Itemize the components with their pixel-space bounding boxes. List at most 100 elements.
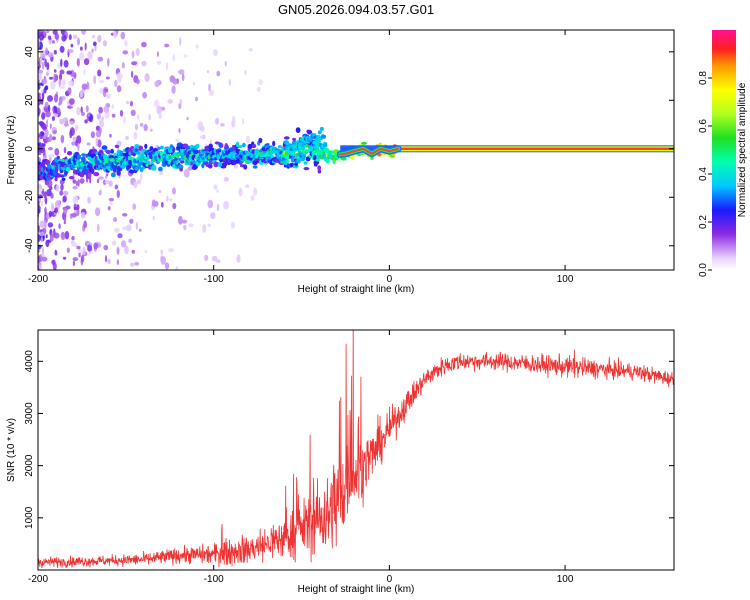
spectrogram-noise-cell: [123, 116, 126, 124]
spectrogram-noise-cell: [179, 37, 182, 46]
spectrogram-noise-cell: [161, 201, 164, 208]
spectrogram-xtick-label: 0: [387, 274, 393, 285]
spectrogram-noise-cell: [120, 31, 126, 40]
spectrogram-noise-cell: [63, 60, 69, 68]
spectrogram-noise-cell: [72, 260, 75, 267]
spectrogram-ridge-cell: [172, 147, 176, 153]
spectrogram-noise-cell: [178, 69, 185, 75]
spectrogram-noise-cell: [71, 141, 76, 146]
spectrogram-ridge-cell: [67, 151, 73, 156]
spectrogram-noise-cell: [97, 34, 102, 43]
spectrogram-noise-cell: [58, 96, 63, 105]
spectrogram-noise-cell: [153, 99, 160, 108]
spectrogram-noise-cell: [41, 191, 44, 194]
spectrogram-ridge-cell: [151, 164, 157, 171]
spectrogram-noise-cell: [238, 187, 243, 197]
spectrogram-noise-cell: [126, 224, 132, 232]
spectrogram-noise-cell: [167, 99, 173, 104]
spectrogram-noise-cell: [172, 54, 176, 62]
spectrogram-noise-cell: [48, 39, 52, 45]
spectrogram-ridge-cell: [313, 154, 317, 161]
spectrogram-noise-cell: [70, 43, 74, 48]
spectrogram-noise-cell: [210, 212, 216, 220]
spectrogram-noise-cell: [216, 70, 221, 77]
spectrogram-ridge-cell: [243, 164, 248, 170]
spectrogram-ridge-cell: [340, 156, 347, 161]
spectrogram-noise-cell: [144, 73, 150, 82]
spectrogram-noise-cell: [116, 85, 122, 93]
spectrogram-noise-cell: [188, 223, 194, 228]
spectrogram-noise-cell: [103, 244, 109, 251]
spectrogram-noise-cell: [39, 57, 42, 66]
spectrogram-ridge-cell: [207, 163, 213, 169]
spectrogram-ridge-cell: [179, 167, 183, 172]
snr-ytick-label: 2000: [24, 454, 35, 477]
spectrogram-noise-cell: [41, 256, 48, 262]
spectrogram-ridge-cell: [272, 140, 276, 147]
spectrogram-noise-cell: [71, 212, 77, 218]
spectrogram-noise-cell: [211, 255, 218, 262]
spectrogram-noise-cell: [44, 129, 49, 137]
spectrogram-noise-cell: [208, 83, 211, 92]
spectrogram-noise-cell: [98, 127, 102, 134]
spectrogram-noise-cell: [114, 184, 119, 190]
spectrogram-noise-cell: [72, 136, 77, 142]
spectrogram-ridge-cell: [295, 127, 301, 133]
spectrogram-noise-cell: [195, 44, 199, 49]
spectrogram-noise-cell: [41, 61, 45, 70]
spectrogram-noise-cell: [156, 51, 159, 57]
spectrogram-noise-cell: [97, 139, 102, 148]
spectrogram-noise-cell: [97, 176, 104, 180]
spectrogram-noise-cell: [242, 118, 245, 125]
spectrogram-ridge-cell: [266, 143, 270, 147]
spectrogram-noise-cell: [143, 124, 148, 132]
spectrogram-ridge-cell: [134, 144, 140, 149]
spectrogram-noise-cell: [230, 221, 235, 229]
spectrogram-cells: [38, 30, 674, 270]
spectrogram-ridge-cell: [110, 148, 114, 154]
spectrogram-noise-cell: [38, 82, 43, 86]
spectrogram-noise-cell: [81, 30, 87, 35]
spectrogram-ridge-cell: [238, 144, 243, 149]
spectrogram-noise-cell: [81, 83, 88, 90]
colorbar-label: Normalized spectral amplitude: [737, 82, 748, 217]
spectrogram-ridge-cell: [116, 166, 123, 172]
spectrogram-noise-cell: [73, 206, 78, 211]
spectrogram-noise-cell: [54, 251, 58, 256]
spectrogram-noise-cell: [175, 265, 179, 270]
spectrogram-noise-cell: [98, 79, 105, 84]
snr-xtick-label: 0: [387, 574, 393, 585]
spectrogram-noise-cell: [41, 78, 48, 85]
spectrogram-noise-cell: [183, 169, 190, 178]
spectrogram-noise-cell: [49, 76, 54, 80]
snr-series: [38, 330, 674, 569]
spectrogram-ridge-cell: [306, 129, 313, 135]
spectrogram-noise-cell: [92, 41, 97, 47]
spectrogram-noise-cell: [82, 246, 86, 256]
spectrogram-ridge-cell: [76, 154, 82, 160]
spectrogram-noise-cell: [216, 189, 219, 193]
spectrogram-ridge-cell: [65, 166, 71, 172]
spectrogram-noise-cell: [231, 115, 236, 124]
spectrogram-ytick-label: 20: [24, 94, 35, 106]
spectrogram-noise-cell: [103, 105, 110, 113]
spectrogram-ridge-cell: [114, 144, 120, 149]
spectrogram-flare-cell: [299, 145, 304, 150]
spectrogram-noise-cell: [96, 178, 100, 184]
spectrogram-noise-cell: [47, 179, 53, 189]
spectrogram-noise-cell: [76, 208, 80, 217]
snr-ytick-label: 4000: [24, 350, 35, 373]
spectrogram-noise-cell: [245, 135, 251, 144]
spectrogram-noise-cell: [129, 218, 134, 224]
spectrogram-noise-cell: [63, 123, 69, 127]
spectrogram-ridge-cell: [42, 165, 46, 169]
spectrogram-noise-cell: [53, 105, 56, 110]
spectrogram-noise-cell: [38, 33, 45, 41]
spectrogram-noise-cell: [216, 259, 221, 264]
spectrogram-noise-cell: [78, 252, 81, 258]
spectrogram-noise-cell: [186, 116, 189, 121]
spectrogram-noise-cell: [250, 195, 255, 201]
spectrogram-noise-cell: [142, 91, 148, 99]
spectrogram-ridge-cell: [303, 161, 308, 165]
